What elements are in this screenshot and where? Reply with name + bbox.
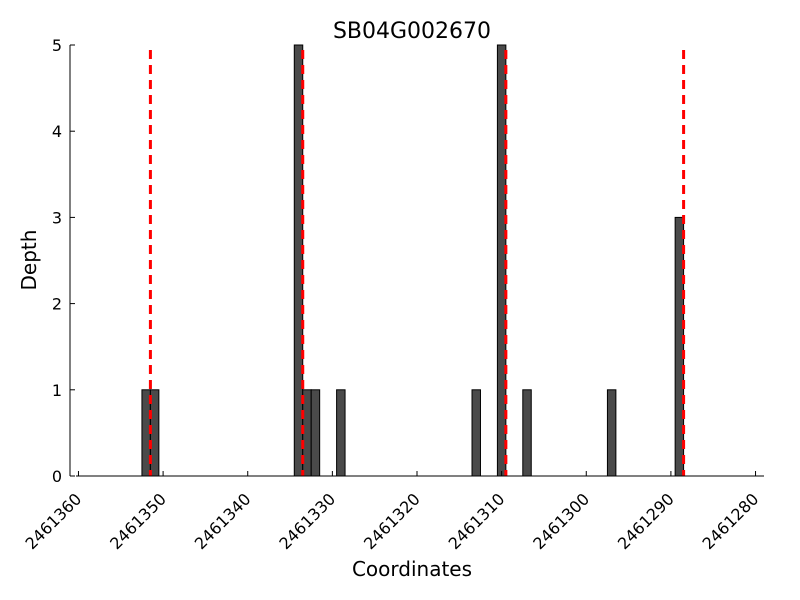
x-ticks-group: 2461360 2461350 2461340 2461330 2461320 24613… bbox=[21, 471, 762, 553]
x-tick-label: 2461290 bbox=[614, 489, 678, 553]
bar bbox=[336, 389, 346, 477]
bar bbox=[674, 216, 685, 477]
markers-group bbox=[148, 50, 686, 476]
x-tick-label: 2461280 bbox=[699, 489, 763, 553]
x-tick-label: 2461310 bbox=[445, 489, 509, 553]
y-ticks-group: 0 1 2 3 4 5 bbox=[52, 36, 75, 486]
y-tick-label: 0 bbox=[52, 467, 62, 486]
x-tick-label: 2461350 bbox=[106, 489, 170, 553]
x-tick-label: 2461330 bbox=[275, 489, 339, 553]
bars-group bbox=[141, 44, 685, 477]
x-tick-label: 2461320 bbox=[360, 489, 424, 553]
x-tick-label: 2461340 bbox=[191, 489, 255, 553]
x-tick-label: 2461360 bbox=[21, 489, 85, 553]
chart-title: SB04G002670 bbox=[333, 19, 491, 44]
bar bbox=[522, 389, 532, 477]
y-tick-label: 1 bbox=[52, 381, 62, 400]
y-axis-label: Depth bbox=[17, 230, 41, 291]
y-tick-label: 5 bbox=[52, 36, 62, 55]
bar bbox=[471, 389, 481, 477]
y-tick-label: 3 bbox=[52, 208, 62, 227]
x-tick-label: 2461300 bbox=[529, 489, 593, 553]
axes-group bbox=[69, 45, 764, 477]
y-tick-label: 2 bbox=[52, 295, 62, 314]
y-tick-label: 4 bbox=[52, 122, 62, 141]
x-axis-label: Coordinates bbox=[352, 557, 472, 581]
bar bbox=[310, 389, 321, 477]
bar bbox=[606, 389, 617, 477]
